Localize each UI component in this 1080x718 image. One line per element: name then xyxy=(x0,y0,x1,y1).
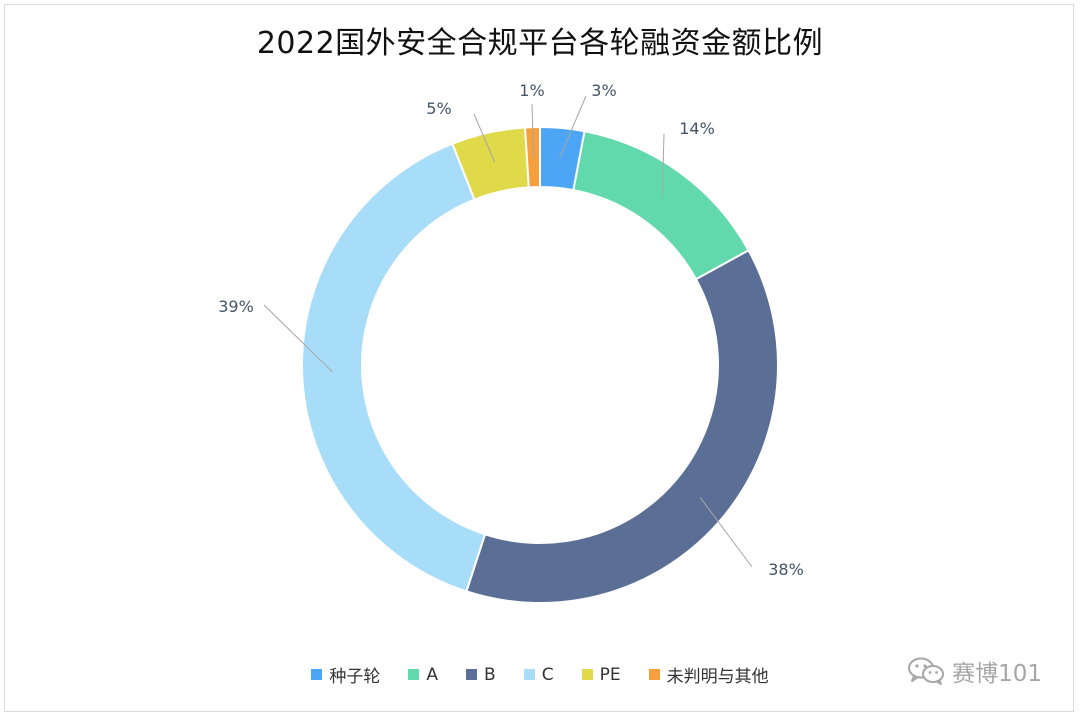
legend-swatch-3 xyxy=(466,669,478,680)
data-label-2: 14% xyxy=(679,119,715,138)
leader-line-6 xyxy=(531,103,534,158)
donut-slice-4 xyxy=(301,142,487,593)
legend-label-4: C xyxy=(541,664,554,685)
legend-swatch-4 xyxy=(523,669,535,680)
leader-line-4 xyxy=(263,304,333,372)
legend-label-3: B xyxy=(484,664,496,685)
leader-line-2 xyxy=(661,133,665,197)
legend-swatch-6 xyxy=(648,669,660,680)
chart-title: 2022国外安全合规平台各轮融资金额比例 xyxy=(256,26,824,61)
legend-label-2: A xyxy=(426,664,439,685)
legend-swatch-5 xyxy=(581,669,593,680)
donut-slice-3 xyxy=(465,248,779,604)
data-label-4: 39% xyxy=(218,297,254,316)
chart-legend: 种子轮 A B C PE 未判明与其他 xyxy=(0,662,1080,687)
legend-label-1: 种子轮 xyxy=(329,667,381,687)
legend-swatch-2 xyxy=(408,669,420,680)
legend-item-4: C xyxy=(523,662,554,687)
legend-label-6: 未判明与其他 xyxy=(666,667,769,687)
leader-line-5 xyxy=(473,113,496,163)
data-label-1: 3% xyxy=(591,81,616,100)
legend-item-1: 种子轮 xyxy=(311,662,380,687)
legend-swatch-1 xyxy=(311,669,323,680)
legend-item-6: 未判明与其他 xyxy=(648,662,769,687)
donut-slice-2 xyxy=(572,130,750,281)
data-label-6: 1% xyxy=(519,81,544,100)
data-label-5: 5% xyxy=(426,99,451,118)
legend-item-5: PE xyxy=(581,662,621,687)
watermark-text: 赛博101 xyxy=(952,661,1042,687)
donut-slice-6 xyxy=(523,125,541,189)
legend-label-5: PE xyxy=(599,664,621,685)
legend-item-2: A xyxy=(408,662,438,687)
watermark: 赛博101 xyxy=(906,654,1042,688)
chart-frame xyxy=(4,4,1074,712)
leader-line-1 xyxy=(559,95,587,159)
legend-item-3: B xyxy=(466,662,496,687)
data-label-3: 38% xyxy=(768,560,804,579)
leader-line-3 xyxy=(699,497,753,568)
wechat-icon xyxy=(908,657,945,685)
